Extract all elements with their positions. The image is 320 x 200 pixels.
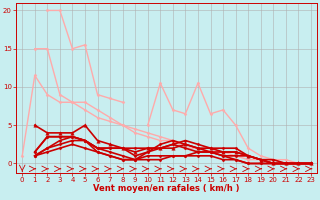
X-axis label: Vent moyen/en rafales ( km/h ): Vent moyen/en rafales ( km/h ): [93, 184, 240, 193]
